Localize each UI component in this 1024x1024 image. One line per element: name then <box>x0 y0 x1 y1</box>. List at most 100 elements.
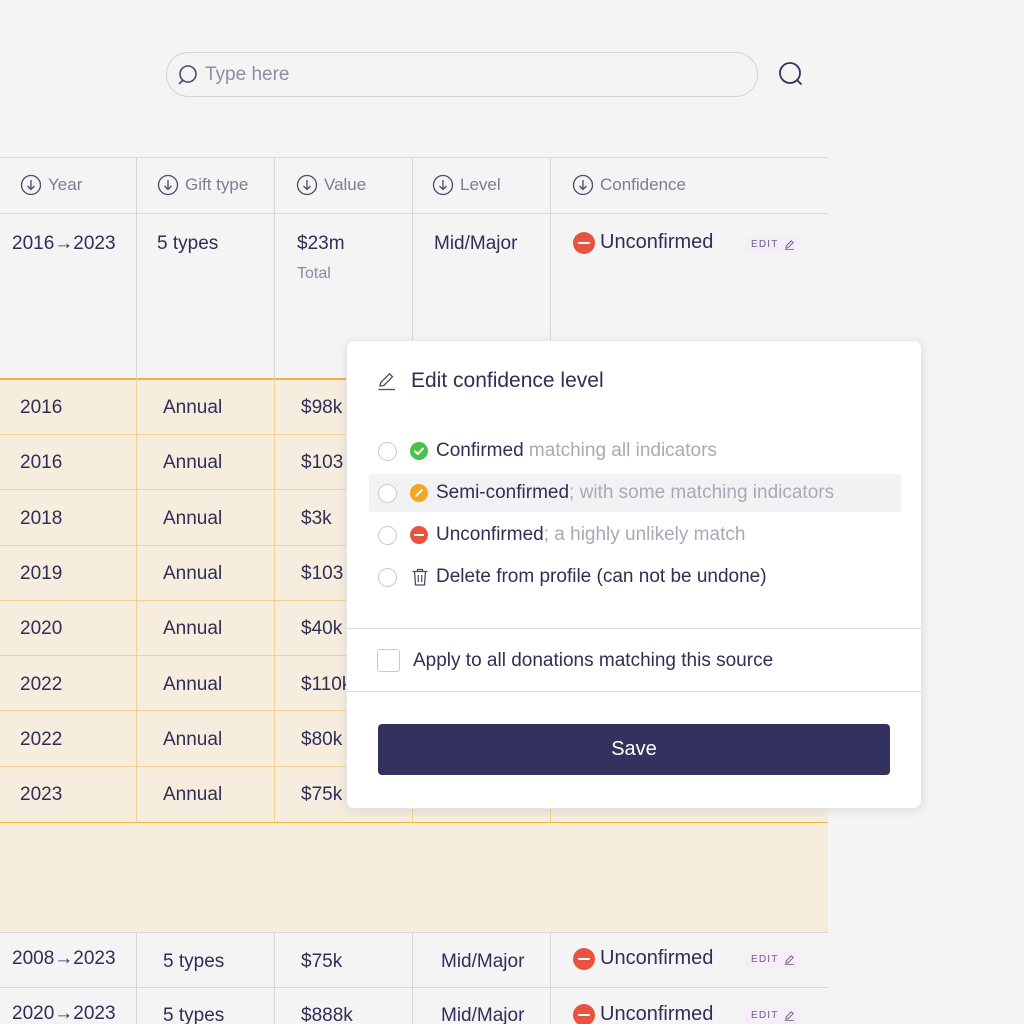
unconfirmed-icon <box>573 947 595 970</box>
check-icon <box>410 442 428 460</box>
row-level: Mid/Major <box>441 1005 525 1024</box>
confidence-label: Unconfirmed <box>600 947 714 969</box>
row-value: $98k <box>301 397 343 418</box>
option-unconfirmed[interactable]: Unconfirmed ; a highly unlikely match <box>369 516 901 554</box>
row-gift-type: Annual <box>163 452 223 473</box>
confidence-status: Unconfirmed <box>573 947 713 970</box>
row-gift-type: Annual <box>163 508 223 529</box>
option-label: Semi-confirmed <box>436 482 570 503</box>
row-gift-type: Annual <box>163 784 223 805</box>
popover-title: Edit confidence level <box>411 369 604 392</box>
radio-button[interactable] <box>378 483 397 503</box>
column-header-label: Gift type <box>185 175 249 194</box>
divider <box>347 628 921 629</box>
search-button[interactable] <box>775 61 805 91</box>
apply-all-checkbox[interactable] <box>377 649 400 672</box>
option-label: Confirmed <box>436 440 524 461</box>
unconfirmed-icon <box>573 1003 595 1024</box>
row-gift-type: Annual <box>163 674 223 695</box>
summary-gift-type: 5 types <box>157 233 219 254</box>
option-label: Delete from profile (can not be undone) <box>436 566 767 587</box>
pencil-icon <box>410 484 428 502</box>
minus-icon <box>410 526 428 544</box>
option-semi-confirmed[interactable]: Semi-confirmed ; with some matching indi… <box>369 474 901 512</box>
option-label: Unconfirmed <box>436 524 544 545</box>
pencil-icon <box>378 372 395 391</box>
unconfirmed-icon <box>573 231 595 254</box>
row-gift-type: 5 types <box>163 951 225 972</box>
column-header-year[interactable]: Year <box>20 174 82 196</box>
confidence-label: Unconfirmed <box>600 231 714 253</box>
pencil-icon <box>784 240 794 250</box>
row-year: 2019 <box>20 563 63 584</box>
row-year: 2023 <box>20 784 63 805</box>
column-header-level[interactable]: Level <box>432 174 501 196</box>
edit-confidence-button[interactable]: EDIT <box>745 951 801 968</box>
column-header-gift-type[interactable]: Gift type <box>157 174 248 196</box>
save-button[interactable]: Save <box>378 724 890 775</box>
column-header-confidence[interactable]: Confidence <box>572 174 686 196</box>
radio-button[interactable] <box>378 567 397 587</box>
edit-confidence-popover: Edit confidence level Confirmed matching… <box>346 340 922 809</box>
option-description: ; a highly unlikely match <box>543 524 746 545</box>
summary-value: $23m <box>297 233 345 254</box>
row-year: 2022 <box>20 674 63 695</box>
row-value: $888k <box>301 1005 353 1024</box>
trash-icon <box>412 568 428 586</box>
search-icon <box>777 61 803 92</box>
apply-all-label: Apply to all donations matching this sou… <box>413 649 774 671</box>
divider <box>347 691 921 692</box>
summary-value-sub: Total <box>297 265 331 282</box>
sort-down-icon <box>296 174 318 196</box>
column-header-label: Year <box>48 175 83 194</box>
row-year: 2020→2023 <box>12 1003 116 1024</box>
row-gift-type: Annual <box>163 397 223 418</box>
row-gift-type: Annual <box>163 729 223 750</box>
row-year: 2018 <box>20 508 63 529</box>
row-value: $103 <box>301 452 344 473</box>
column-header-value[interactable]: Value <box>296 174 366 196</box>
radio-button[interactable] <box>378 525 397 545</box>
pencil-icon <box>784 955 794 965</box>
column-header-label: Value <box>324 175 367 194</box>
edit-confidence-button[interactable]: EDIT <box>745 236 801 253</box>
edit-confidence-button[interactable]: EDIT <box>745 1007 801 1024</box>
row-year: 2020 <box>20 618 63 639</box>
sort-down-icon <box>432 174 454 196</box>
row-value: $75k <box>301 951 343 972</box>
search-input[interactable] <box>205 63 725 86</box>
search-icon <box>177 63 201 87</box>
row-gift-type: 5 types <box>163 1005 225 1024</box>
row-value: $75k <box>301 784 343 805</box>
column-header-label: Level <box>460 175 501 194</box>
radio-button[interactable] <box>378 441 397 461</box>
row-gift-type: Annual <box>163 618 223 639</box>
summary-year: 2016→2023 <box>12 233 116 254</box>
row-level: Mid/Major <box>441 951 525 972</box>
edit-label: EDIT <box>751 239 779 250</box>
row-year: 2016 <box>20 452 63 473</box>
summary-level: Mid/Major <box>434 233 518 254</box>
row-year: 2008→2023 <box>12 948 116 969</box>
option-description: ; with some matching indicators <box>569 482 835 503</box>
row-gift-type: Annual <box>163 563 223 584</box>
apply-all-row[interactable]: Apply to all donations matching this sou… <box>377 649 773 672</box>
row-value: $80k <box>301 729 343 750</box>
popover-header: Edit confidence level <box>377 369 604 393</box>
option-description: matching all indicators <box>523 440 717 461</box>
sort-down-icon <box>572 174 594 196</box>
confidence-label: Unconfirmed <box>600 1003 714 1024</box>
edit-label: EDIT <box>751 1010 779 1021</box>
row-value: $103 <box>301 563 344 584</box>
row-year: 2016 <box>20 397 63 418</box>
row-value: $40k <box>301 618 343 639</box>
column-header-label: Confidence <box>600 175 687 194</box>
search-bar <box>166 52 758 97</box>
row-value: $3k <box>301 508 332 529</box>
confidence-status: Unconfirmed <box>573 231 713 254</box>
option-delete[interactable]: Delete from profile (can not be undone) <box>369 558 901 596</box>
edit-label: EDIT <box>751 954 779 965</box>
confidence-status: Unconfirmed <box>573 1003 713 1024</box>
option-confirmed[interactable]: Confirmed matching all indicators <box>369 432 901 470</box>
pencil-icon <box>784 1011 794 1021</box>
